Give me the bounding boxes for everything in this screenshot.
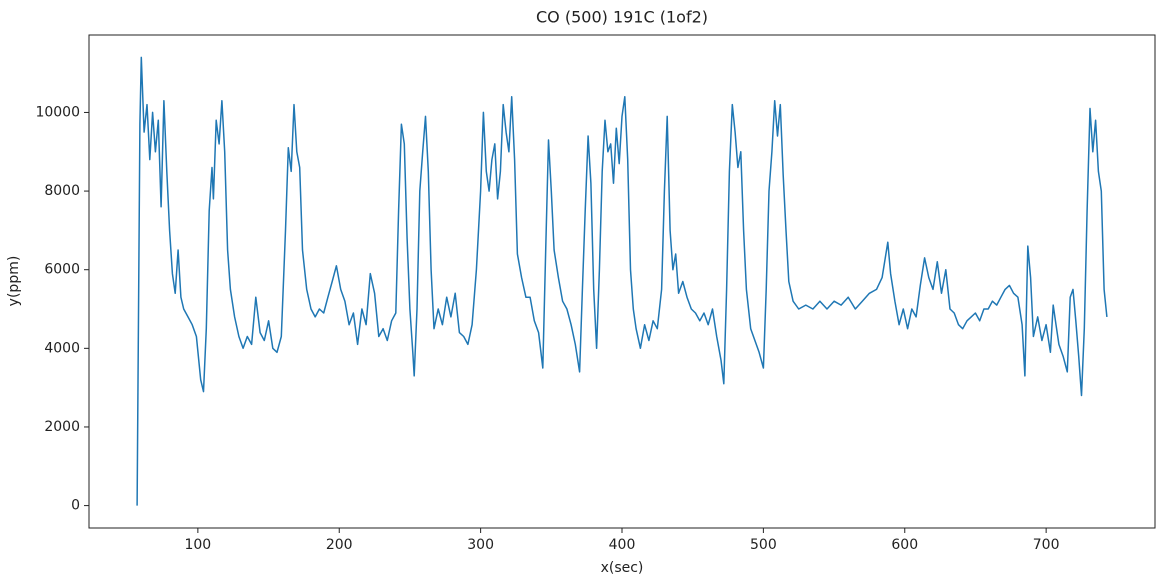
x-tick-label: 100 [184, 537, 211, 553]
plot-frame [88, 34, 1156, 529]
y-axis-label: y(ppm) [6, 256, 22, 307]
x-tick-label: 500 [750, 537, 777, 553]
x-tick-label: 400 [609, 537, 636, 553]
y-tick-label: 6000 [44, 262, 80, 278]
y-tick-label: 4000 [44, 340, 80, 356]
chart-title: CO (500) 191C (1of2) [536, 8, 708, 27]
y-tick-label: 10000 [35, 104, 80, 120]
x-tick-label: 600 [891, 537, 918, 553]
x-tick-label: 200 [326, 537, 353, 553]
y-tick-label: 0 [71, 498, 80, 514]
data-line [136, 56, 1108, 506]
x-axis-label: x(sec) [601, 560, 644, 576]
x-tick-label: 700 [1033, 537, 1060, 553]
x-tick-label: 300 [467, 537, 494, 553]
y-tick-label: 2000 [44, 419, 80, 435]
y-tick-label: 8000 [44, 183, 80, 199]
